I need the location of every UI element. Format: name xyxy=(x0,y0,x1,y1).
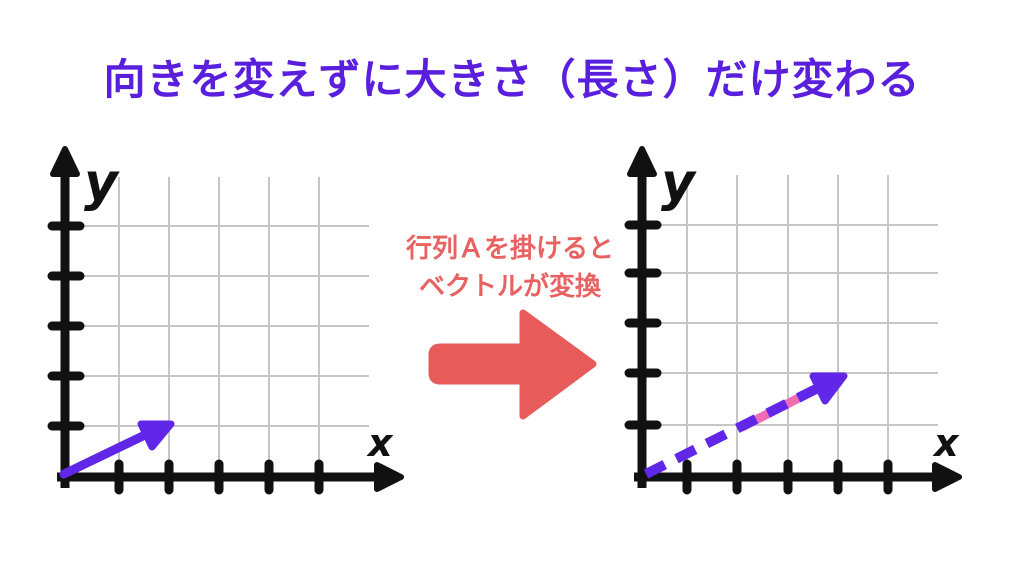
vector-after xyxy=(643,372,848,479)
right-x-ticks xyxy=(682,459,893,495)
right-y-ticks xyxy=(624,220,662,430)
vector-before-arrowhead-icon xyxy=(137,420,175,451)
left-y-axis-label: y xyxy=(84,153,120,213)
left-x-ticks xyxy=(114,459,324,495)
right-grid-vertical-lines xyxy=(686,175,889,477)
left-graph: y x xyxy=(47,146,404,495)
right-grid xyxy=(656,175,938,477)
vector-before xyxy=(59,420,175,479)
left-grid-horizontal-lines xyxy=(80,225,369,427)
left-grid xyxy=(80,177,369,477)
left-x-axis-arrowhead-icon xyxy=(374,462,404,492)
transform-label: 行列Ａを掛けると ベクトルが変換 xyxy=(385,231,635,306)
transform-label-line2: ベクトルが変換 xyxy=(418,271,601,302)
vector-after-arrowhead-icon xyxy=(809,372,848,405)
transform-arrow-icon xyxy=(428,309,597,420)
page-title: 向きを変えずに大きさ（長さ）だけ変わる xyxy=(103,55,921,104)
right-x-axis-label: x xyxy=(932,421,960,465)
vector-before-shaft xyxy=(59,429,152,479)
transform-label-line1: 行列Ａを掛けると xyxy=(405,234,614,264)
right-grid-horizontal-lines xyxy=(656,224,938,426)
right-y-axis-arrowhead-icon xyxy=(627,146,657,177)
left-y-ticks xyxy=(47,221,85,431)
right-x-axis-arrowhead-icon xyxy=(932,462,962,492)
left-y-axis-arrowhead-icon xyxy=(50,146,80,177)
left-x-axis-label: x xyxy=(366,421,394,465)
right-y-axis-label: y xyxy=(661,153,697,213)
right-graph: y x xyxy=(624,146,962,495)
